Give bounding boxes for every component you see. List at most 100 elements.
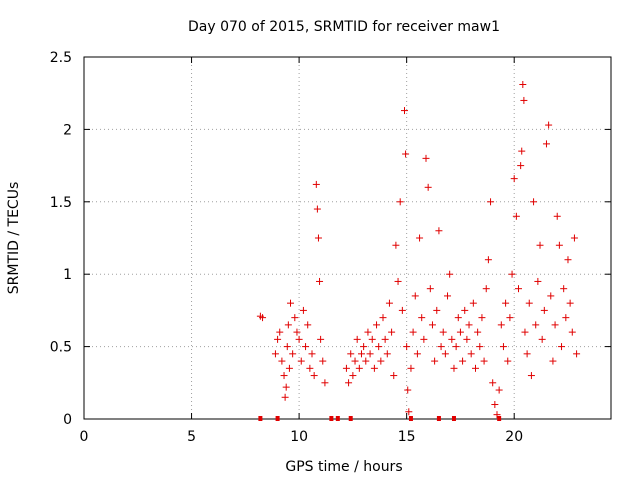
data-point	[357, 350, 365, 358]
baseline-point	[497, 416, 502, 421]
x-tick-label: 20	[505, 429, 523, 445]
x-axis-label: GPS time / hours	[285, 459, 402, 475]
data-point	[424, 183, 432, 191]
data-point	[545, 121, 553, 129]
data-point	[549, 357, 557, 365]
data-point	[573, 350, 581, 358]
data-point	[321, 379, 329, 387]
data-point	[276, 328, 284, 336]
y-tick-label: 0	[63, 412, 72, 428]
data-point	[515, 285, 523, 293]
data-point	[437, 343, 445, 351]
data-point	[347, 350, 355, 358]
data-point	[428, 321, 436, 329]
data-point	[306, 364, 314, 372]
data-point	[370, 364, 378, 372]
data-point	[547, 292, 555, 300]
data-point	[520, 96, 528, 104]
data-point	[519, 81, 527, 89]
baseline-point	[436, 416, 441, 421]
data-point	[405, 408, 413, 416]
data-point	[413, 350, 421, 358]
data-point	[461, 306, 469, 314]
data-point	[293, 328, 301, 336]
data-point	[426, 285, 434, 293]
data-point	[282, 383, 290, 391]
data-point	[506, 314, 514, 322]
data-point	[418, 314, 426, 322]
data-point	[366, 350, 374, 358]
data-point	[351, 357, 359, 365]
data-point	[465, 321, 473, 329]
data-point	[435, 227, 443, 235]
y-tick-label: 2	[63, 122, 72, 138]
baseline-point	[275, 416, 280, 421]
data-point	[355, 364, 363, 372]
data-point	[446, 270, 454, 278]
data-point	[493, 411, 501, 419]
data-point	[562, 314, 570, 322]
data-point	[284, 321, 292, 329]
data-point	[373, 321, 381, 329]
data-point	[404, 386, 412, 394]
data-point	[420, 335, 428, 343]
data-point	[383, 350, 391, 358]
y-tick-label: 0.5	[50, 340, 72, 356]
data-point	[551, 321, 559, 329]
data-point	[381, 335, 389, 343]
data-point	[281, 393, 289, 401]
data-point	[278, 357, 286, 365]
data-point	[317, 335, 325, 343]
data-point	[291, 314, 299, 322]
data-point	[297, 357, 305, 365]
data-point	[459, 357, 467, 365]
data-point	[534, 277, 542, 285]
data-point	[274, 335, 282, 343]
data-point	[349, 372, 357, 380]
data-point	[299, 306, 307, 314]
data-point	[416, 234, 424, 242]
data-points	[256, 81, 581, 421]
data-point	[495, 386, 503, 394]
data-point	[360, 343, 368, 351]
data-point	[521, 328, 529, 336]
data-point	[396, 198, 404, 206]
ticks-layer	[83, 56, 611, 420]
data-point	[398, 306, 406, 314]
data-point	[316, 277, 324, 285]
data-point	[510, 175, 518, 183]
baseline-point	[408, 416, 413, 421]
baseline-point	[258, 416, 263, 421]
data-point	[271, 350, 279, 358]
data-point	[530, 198, 538, 206]
data-point	[517, 162, 525, 170]
data-point	[259, 314, 267, 322]
x-tick-label: 10	[290, 429, 308, 445]
data-point	[312, 180, 320, 188]
data-point	[497, 321, 505, 329]
data-point	[431, 357, 439, 365]
data-point	[542, 140, 550, 148]
data-point	[407, 364, 415, 372]
data-point	[454, 314, 462, 322]
baseline-point	[329, 416, 334, 421]
grid-layer	[84, 57, 611, 419]
data-point	[558, 343, 566, 351]
data-point	[478, 314, 486, 322]
data-point	[491, 401, 499, 409]
data-point	[444, 292, 452, 300]
data-point	[469, 299, 477, 307]
data-point	[385, 299, 393, 307]
data-point	[499, 343, 507, 351]
data-point	[289, 350, 297, 358]
data-point	[422, 154, 430, 162]
data-point	[377, 357, 385, 365]
data-point	[310, 372, 318, 380]
data-point	[489, 379, 497, 387]
data-point	[553, 212, 561, 220]
data-point	[508, 270, 516, 278]
data-point	[523, 350, 531, 358]
data-point	[411, 292, 419, 300]
x-tick-labels: 0 5 10 15 20	[80, 429, 524, 445]
